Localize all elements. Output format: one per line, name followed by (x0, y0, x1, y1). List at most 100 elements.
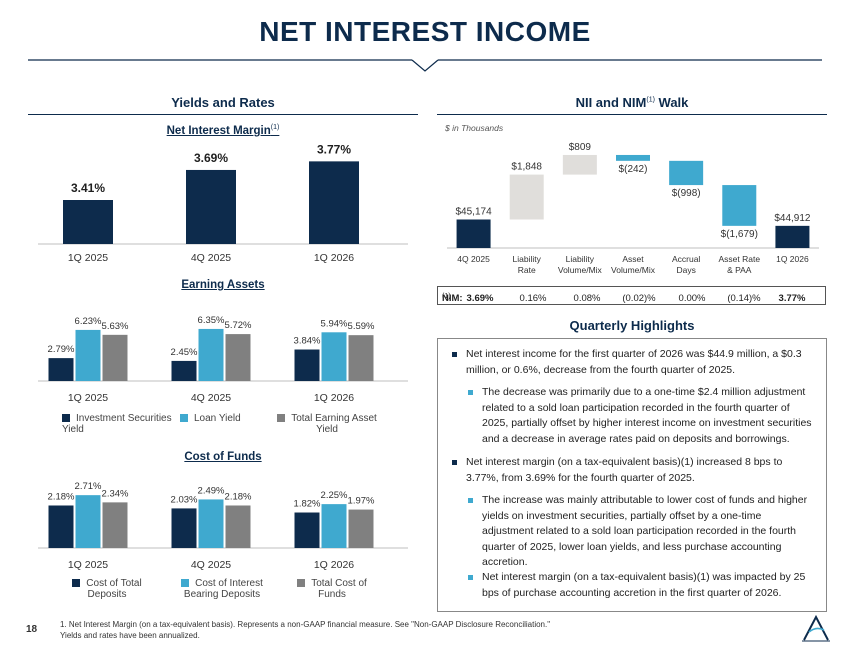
highlights-box: Net interest income for the first quarte… (437, 338, 827, 612)
quarterly-highlights-title: Quarterly Highlights (569, 318, 695, 333)
sub-bullet: The decrease was primarily due to a one-… (468, 385, 812, 447)
nim-value-label: 3.41% (71, 181, 105, 195)
category-label: 4Q 2025 (191, 392, 231, 404)
bar-value-label: 3.84% (294, 336, 321, 347)
walk-value-label: $(998) (672, 188, 701, 199)
nii-walk-rule (437, 114, 827, 115)
nim-chart-title-sup: (1) (270, 124, 280, 131)
yields-rates-heading: Yields and Rates (171, 95, 275, 110)
category-label: 1Q 2025 (68, 559, 108, 571)
bar-total-earning-asset-yield (102, 334, 128, 381)
legend-swatch-teal (180, 414, 188, 423)
bar-cost-of-total-deposits (294, 512, 320, 548)
legend-cost-ib-deposits: Cost of Interest Bearing Deposits (172, 578, 272, 600)
legend-total-cost-funds: Total Cost of Funds (292, 578, 372, 600)
walk-category-label: Liability Rate (513, 254, 542, 275)
walk-value-label: $(242) (619, 164, 648, 175)
bar-cost-of-interest-bearing-deposits (321, 504, 347, 548)
legend-text: Investment Securities Yield (62, 413, 172, 435)
nii-walk-chart: $45,174 4Q 2025 $1,848 Liability Rate $809 Lia… (447, 142, 819, 275)
nii-walk-heading: NII and NIM(1) Walk (437, 95, 827, 110)
bullet-marker-icon (468, 493, 473, 509)
nii-walk-heading-sup: (1) (646, 96, 655, 104)
company-logo-icon (802, 614, 830, 642)
bullet-text: Net interest margin (on a tax-equivalent… (482, 571, 806, 599)
bar-value-label: 5.72% (225, 320, 252, 331)
category-label: 1Q 2026 (314, 252, 354, 264)
category-label: 1Q 2026 (314, 559, 354, 571)
bar-value-label: 2.25% (321, 490, 348, 501)
category-label: 1Q 2026 (314, 392, 354, 404)
walk-category-label: 1Q 2026 (776, 254, 809, 264)
bar-value-label: 2.03% (171, 494, 198, 505)
legend-swatch-navy (72, 579, 81, 588)
bar-value-label: 2.45% (171, 347, 198, 358)
legend-loan-yield: Loan Yield (180, 413, 280, 424)
bar-value-label: 2.18% (225, 491, 252, 502)
legend-text: Cost of Interest Bearing Deposits (183, 578, 263, 600)
nii-walk-heading-text: NII and NIM (575, 95, 647, 110)
walk-value-label: $45,174 (455, 206, 492, 217)
walk-value-label: $(1,679) (721, 229, 758, 240)
nim-value-label: 3.69% (194, 151, 228, 165)
page-title: NET INTEREST INCOME (259, 16, 591, 47)
nim-cell: 3.69% (466, 293, 494, 304)
legend-total-earning-yield: Total Earning Asset Yield (272, 413, 382, 435)
nim-value-label: 3.77% (317, 142, 351, 156)
category-label: 4Q 2025 (191, 252, 231, 264)
category-label: 4Q 2025 (191, 559, 231, 571)
sub-bullet: Net interest margin (on a tax-equivalent… (468, 570, 812, 601)
walk-bar (562, 154, 597, 175)
bar-cost-of-total-deposits (171, 508, 197, 548)
legend-swatch-gray (277, 414, 286, 423)
bullet-marker-icon (468, 570, 473, 586)
bar-cost-of-interest-bearing-deposits (75, 495, 101, 548)
bullet-marker-icon (452, 455, 457, 471)
nim-row-label-sup: (1) (442, 293, 451, 300)
bar-value-label: 2.18% (48, 491, 75, 502)
bar-value-label: 2.34% (102, 488, 129, 499)
sub-bullet: The increase was mainly attributable to … (468, 493, 812, 571)
nim-cell: (0.02)% (622, 293, 656, 304)
nim-row-label-text: NIM: (442, 293, 463, 304)
bar-loan-yield (321, 332, 347, 381)
bullet-text: Net interest income for the first quarte… (466, 348, 802, 376)
bar-value-label: 2.71% (75, 481, 102, 492)
footnotes: 1. Net Interest Margin (on a tax-equival… (60, 619, 760, 641)
earning-assets-chart: 2.79% 6.23% 5.63% 1Q 2025 2.45% 6.35% 5.72% 4Q … (38, 315, 408, 404)
nim-cell: 0.16% (519, 293, 547, 304)
bar-investment-securities-yield (294, 349, 320, 381)
nim-chart: 3.41% 1Q 2025 3.69% 4Q 2025 3.77% 1Q 2026 (38, 142, 408, 264)
walk-bar (509, 174, 544, 220)
bar-loan-yield (75, 329, 101, 381)
bar-value-label: 5.63% (102, 321, 129, 332)
nim-cell: 3.77% (778, 293, 806, 304)
walk-bar (456, 219, 491, 248)
bullet-text: The increase was mainly attributable to … (482, 494, 808, 568)
bar-total-cost-of-funds (102, 502, 128, 548)
walk-category-label: Accrual Days (672, 254, 700, 275)
bullet: Net interest income for the first quarte… (452, 347, 812, 378)
cost-of-funds-chart: 2.18%2.71%2.34%1Q 20252.03%2.49%2.18%4Q … (38, 481, 408, 571)
bar-cost-of-total-deposits (48, 505, 74, 548)
legend-text: Loan Yield (194, 413, 241, 424)
title-divider (28, 59, 822, 72)
bar-value-label: 5.59% (348, 321, 375, 332)
bullet: Net interest margin (on a tax-equivalent… (452, 455, 812, 486)
bar-total-earning-asset-yield (225, 334, 251, 381)
walk-value-label: $1,848 (511, 162, 542, 173)
footnote-2: Yields and rates have been annualized. (60, 631, 200, 640)
bar-value-label: 2.79% (48, 344, 75, 355)
bar-value-label: 1.97% (348, 496, 375, 507)
walk-category-label: 4Q 2025 (457, 254, 490, 264)
nim-cell: 0.00% (678, 293, 706, 304)
walk-category-label: Asset Volume/Mix (611, 254, 656, 275)
bar-value-label: 1.82% (294, 499, 321, 510)
nii-walk-heading-suffix: Walk (654, 95, 689, 110)
bullet-marker-icon (452, 347, 457, 363)
bar-value-label: 6.35% (198, 315, 225, 326)
walk-bar (722, 185, 757, 226)
legend-swatch-gray (297, 579, 306, 588)
category-label: 1Q 2025 (68, 252, 108, 264)
legend-text: Cost of Total Deposits (86, 578, 142, 600)
